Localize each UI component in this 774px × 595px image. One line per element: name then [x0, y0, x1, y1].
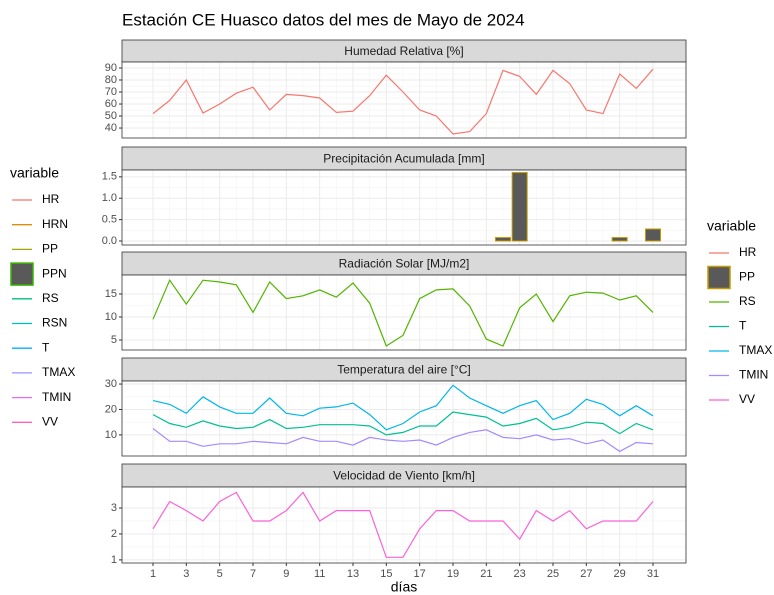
x-tick-label: 9	[283, 568, 289, 580]
legend-label: VV	[739, 392, 755, 406]
legend-label: PP	[739, 270, 755, 284]
legend-key	[10, 262, 34, 286]
legend-label: RSN	[42, 316, 67, 330]
x-tick-label: 5	[217, 568, 223, 580]
x-tick-label: 23	[514, 568, 526, 580]
strip-title: Velocidad de Viento [km/h]	[333, 469, 475, 483]
y-tick-label: 80	[105, 74, 117, 86]
bar	[495, 237, 511, 242]
chart-title: Estación CE Huasco datos del mes de Mayo…	[122, 10, 525, 29]
y-tick-label: 70	[105, 86, 117, 98]
x-tick-label: 3	[183, 568, 189, 580]
strip-title: Temperatura del aire [°C]	[337, 363, 471, 377]
legend-label: RS	[739, 294, 756, 308]
legend-label: TMAX	[42, 365, 75, 379]
legend-key	[707, 265, 731, 290]
x-tick-label: 1	[150, 568, 156, 580]
legend-label: T	[42, 340, 50, 354]
y-tick-label: 2	[111, 528, 117, 540]
bar	[611, 237, 628, 242]
plot-border	[121, 380, 687, 457]
series-line	[152, 278, 654, 347]
y-tick-label: 40	[105, 122, 117, 134]
x-tick-label: 11	[314, 568, 325, 580]
legend-label: HR	[42, 192, 60, 206]
y-tick-label: 50	[105, 110, 117, 122]
x-tick-label: 13	[347, 568, 359, 580]
plot-area	[122, 487, 686, 563]
x-tick-label: 21	[480, 568, 492, 580]
x-axis-label: días	[391, 579, 417, 595]
y-tick-label: 5	[111, 334, 117, 346]
plot-border	[121, 61, 687, 139]
x-tick-label: 29	[614, 568, 626, 580]
legend-label: HRN	[42, 217, 68, 231]
x-tick-label: 27	[580, 568, 592, 580]
legend-label: PPN	[42, 266, 67, 280]
legend-label: VV	[42, 414, 58, 428]
legend-title: variable	[10, 165, 59, 181]
series-line	[152, 428, 654, 453]
plot-border	[121, 486, 687, 564]
plot-border	[121, 274, 687, 351]
legend-label: TMAX	[739, 343, 772, 357]
plot-area	[122, 62, 686, 138]
y-tick-label: 1.0	[102, 192, 117, 204]
y-tick-label: 10	[105, 311, 117, 323]
y-tick-label: 10	[105, 429, 117, 441]
legend-label: RS	[42, 291, 59, 305]
y-tick-label: 1	[111, 554, 117, 566]
y-tick-label: 3	[111, 502, 117, 514]
strip-title: Radiación Solar [MJ/m2]	[339, 257, 470, 271]
series-line	[152, 411, 654, 436]
x-tick-label: 19	[447, 568, 459, 580]
y-tick-label: 30	[105, 378, 117, 390]
legend-label: PP	[42, 242, 58, 256]
x-tick-label: 15	[380, 568, 392, 580]
x-tick-label: 7	[250, 568, 256, 580]
y-tick-label: 15	[105, 288, 117, 300]
plot-area	[122, 381, 686, 456]
x-tick-label: 17	[414, 568, 426, 580]
legend-label: HR	[739, 245, 757, 259]
legend-label: TMIN	[739, 368, 768, 382]
series-line	[152, 384, 654, 431]
series-line	[152, 68, 654, 135]
y-tick-label: 0.5	[102, 214, 117, 226]
x-tick-label: 31	[647, 568, 659, 580]
series-line	[152, 491, 654, 558]
bar	[511, 172, 528, 242]
plot-border	[121, 169, 687, 246]
legend-label: TMIN	[42, 390, 71, 404]
y-tick-label: 90	[105, 62, 117, 74]
strip-title: Precipitación Acumulada [mm]	[323, 152, 484, 166]
legend-title: variable	[707, 218, 756, 234]
legend-label: T	[739, 319, 747, 333]
bar	[645, 228, 661, 242]
plot-area	[122, 170, 686, 245]
y-tick-label: 0.0	[102, 235, 117, 247]
plot-area	[122, 275, 686, 350]
x-tick-label: 25	[547, 568, 559, 580]
y-tick-label: 20	[105, 403, 117, 415]
strip-title: Humedad Relativa [%]	[344, 44, 463, 58]
y-tick-label: 60	[105, 98, 117, 110]
y-tick-label: 1.5	[102, 171, 117, 183]
